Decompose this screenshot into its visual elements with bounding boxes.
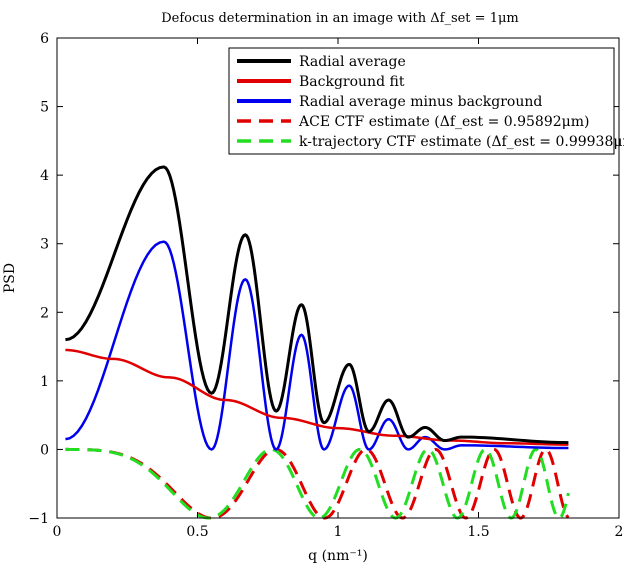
series-background-fit — [65, 348, 569, 446]
x-tick-label: 1.5 — [467, 524, 489, 540]
x-tick-label: 0.5 — [186, 524, 208, 540]
series-ace-ctf-estimate — [65, 447, 570, 520]
legend-label: Radial average minus background — [299, 94, 542, 110]
chart-title: Defocus determination in an image with Δ… — [161, 11, 519, 26]
x-tick-label: 1 — [334, 524, 343, 540]
series-k-trajectory-ctf-estimate — [65, 447, 570, 520]
legend-box — [228, 47, 615, 155]
y-tick-label: 5 — [40, 100, 49, 116]
series-radial-minus-background — [65, 240, 569, 451]
y-axis-label: PSD — [2, 263, 18, 293]
y-tick-label: 4 — [40, 168, 49, 184]
x-tick-label: 0 — [53, 524, 62, 540]
x-tick-label: 2 — [615, 524, 624, 540]
plot-lines — [65, 165, 570, 520]
series-radial-average — [65, 165, 569, 445]
legend-label: ACE CTF estimate (Δf_est = 0.95892μm) — [298, 114, 589, 130]
legend-label: k-trajectory CTF estimate (Δf_est = 0.99… — [299, 134, 624, 150]
legend: Radial average Background fit Radial avera… — [228, 47, 624, 155]
legend-label: Radial average — [299, 54, 406, 70]
legend-label: Background fit — [299, 74, 405, 90]
y-tick-label: 1 — [40, 374, 49, 390]
x-axis-label: q (nm⁻¹) — [308, 548, 368, 564]
y-tick-label: 2 — [40, 305, 49, 321]
y-tick-label: 0 — [40, 442, 49, 458]
y-tick-label: 6 — [40, 31, 49, 47]
y-tick-label: 3 — [40, 237, 49, 253]
y-tick-label: −1 — [28, 511, 49, 527]
